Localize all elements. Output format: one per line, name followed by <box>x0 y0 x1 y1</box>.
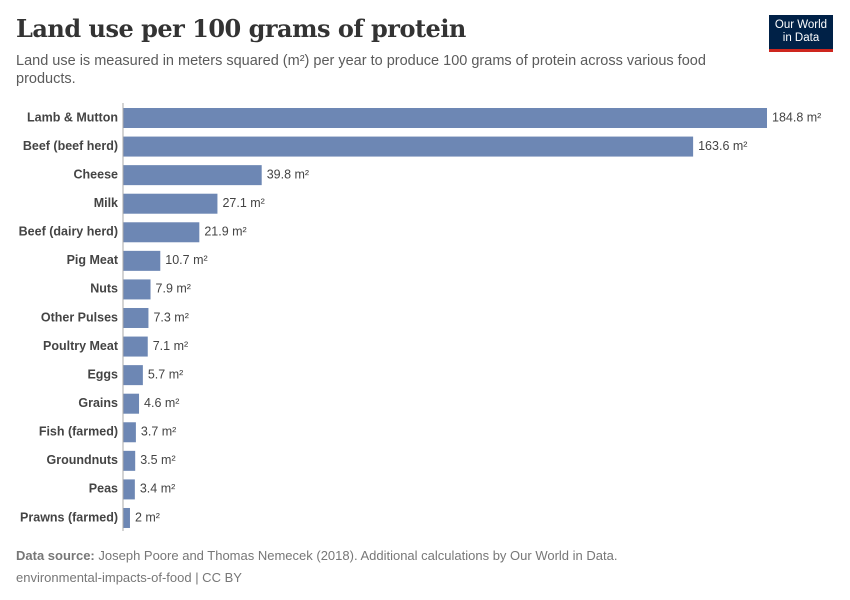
logo[interactable]: Our World in Data <box>769 15 833 52</box>
category-label: Grains <box>78 396 118 410</box>
bar <box>123 222 200 243</box>
chart-subtitle: Land use is measured in meters squared (… <box>16 53 706 87</box>
value-label: 3.5 m² <box>140 453 175 467</box>
category-label: Poultry Meat <box>43 339 119 353</box>
category-label: Beef (beef herd) <box>23 139 118 153</box>
value-label: 7.3 m² <box>153 310 188 324</box>
source-text: Joseph Poore and Thomas Nemecek (2018). … <box>98 548 618 563</box>
bar <box>123 507 130 528</box>
bar <box>123 422 136 443</box>
category-label: Other Pulses <box>41 310 118 324</box>
logo-line: Our World <box>774 19 828 31</box>
value-label: 3.4 m² <box>140 482 175 496</box>
category-label: Cheese <box>74 167 119 181</box>
bar <box>123 365 143 386</box>
bar <box>123 450 136 471</box>
category-label: Beef (dairy herd) <box>19 225 118 239</box>
bar <box>123 279 151 300</box>
value-label: 21.9 m² <box>204 225 246 239</box>
value-label: 7.1 m² <box>153 339 188 353</box>
value-label: 39.8 m² <box>267 167 309 181</box>
value-label: 184.8 m² <box>772 110 821 124</box>
value-label: 7.9 m² <box>156 282 191 296</box>
category-label: Milk <box>94 196 118 210</box>
bar <box>123 136 694 157</box>
bar <box>123 336 148 357</box>
source-label: Data source: <box>16 548 95 563</box>
logo-line: in Data <box>782 32 820 44</box>
category-label: Eggs <box>87 367 118 381</box>
category-label: Lamb & Mutton <box>27 110 118 124</box>
value-label: 27.1 m² <box>222 196 264 210</box>
bar <box>123 393 140 414</box>
value-label: 4.6 m² <box>144 396 179 410</box>
category-label: Prawns (farmed) <box>20 510 118 524</box>
value-label: 163.6 m² <box>698 139 747 153</box>
value-label: 5.7 m² <box>148 367 183 381</box>
value-label: 3.7 m² <box>141 425 176 439</box>
bar <box>123 307 149 328</box>
bar <box>123 165 262 186</box>
category-label: Groundnuts <box>46 453 118 467</box>
chart-title: Land use per 100 grams of protein <box>16 14 466 43</box>
category-label: Peas <box>89 482 118 496</box>
bar <box>123 108 767 128</box>
bar <box>123 193 218 214</box>
category-label: Fish (farmed) <box>39 425 118 439</box>
value-label: 2 m² <box>135 510 160 524</box>
bar <box>123 479 135 500</box>
category-label: Nuts <box>90 282 118 296</box>
bar <box>123 250 161 271</box>
source: Data source: Joseph Poore and Thomas Nem… <box>16 548 617 563</box>
category-label: Pig Meat <box>67 253 119 267</box>
value-label: 10.7 m² <box>165 253 207 267</box>
footer: environmental-impacts-of-food | CC BY <box>16 570 242 585</box>
